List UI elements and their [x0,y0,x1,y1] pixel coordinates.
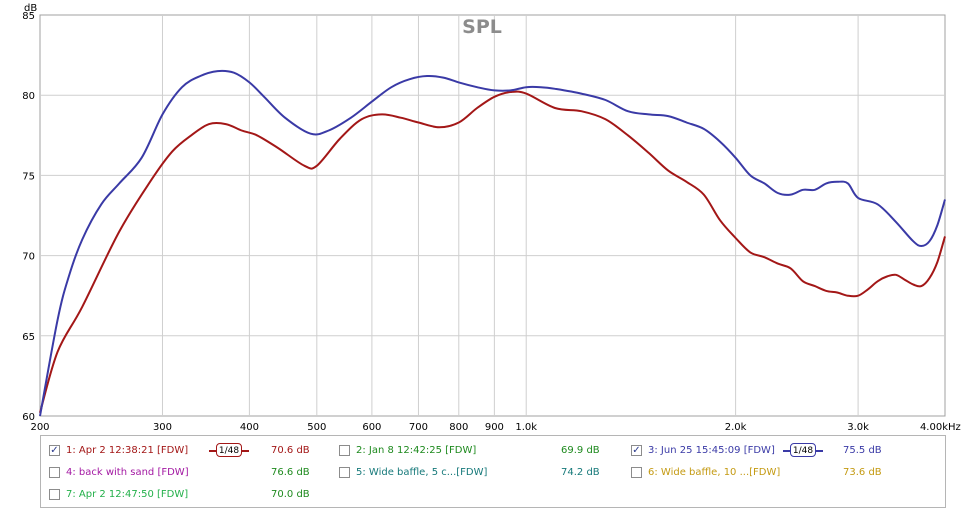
y-tick-label: 60 [22,412,35,423]
legend-checkbox[interactable] [49,467,60,478]
legend-item: 6: Wide baffle, 10 ...[FDW] 73.6 dB [631,464,911,482]
legend-value: 74.2 dB [561,467,600,478]
y-tick-label: 70 [22,252,35,263]
x-tick-label: 300 [153,422,172,433]
legend-value: 70.0 dB [271,489,310,500]
y-tick-label: 80 [22,91,35,102]
legend-value: 76.6 dB [271,467,310,478]
x-tick-label: 4.00k [920,422,948,433]
y-tick-labels: 60 65 70 75 80 85 [22,11,35,423]
legend-checkbox[interactable]: ✓ [49,445,60,456]
legend-name: 6: Wide baffle, 10 ...[FDW] [648,467,781,478]
x-tick-label: 700 [409,422,428,433]
legend-name: 1: Apr 2 12:38:21 [FDW] [66,445,189,456]
x-tick-label: 3.0k [847,422,869,433]
legend-value: 73.6 dB [843,467,882,478]
y-tick-label: 85 [22,11,35,22]
legend-item: 5: Wide baffle, 5 c...[FDW] 74.2 dB [339,464,619,482]
x-tick-label: 600 [362,422,381,433]
series-line-2 [39,69,946,417]
legend-value: 70.6 dB [271,445,310,456]
series-group [39,69,946,417]
y-unit-label: dB [24,3,37,14]
series-line-1 [39,90,946,414]
legend-checkbox[interactable] [49,489,60,500]
spl-chart: 60 65 70 75 80 85 200 300 400 500 600 700 800 900 1.0… [22,3,961,433]
legend-checkbox[interactable] [339,467,350,478]
legend-checkbox[interactable]: ✓ [631,445,642,456]
x-tick-label: 500 [307,422,326,433]
legend-name: 5: Wide baffle, 5 c...[FDW] [356,467,488,478]
x-tick-label: 2.0k [725,422,747,433]
legend-smoothing-swatch[interactable]: 1/48 [783,443,823,459]
x-unit-label: Hz [948,422,961,433]
legend-name: 4: back with sand [FDW] [66,467,189,478]
legend-checkbox[interactable] [631,467,642,478]
legend-panel: ✓ 1: Apr 2 12:38:21 [FDW] 1/48 70.6 dB 2: Ja… [40,435,946,508]
y-tick-label: 65 [22,332,35,343]
plot-area [39,14,946,417]
legend-checkbox[interactable] [339,445,350,456]
legend-item: ✓ 1: Apr 2 12:38:21 [FDW] 1/48 70.6 dB [49,442,329,460]
legend-item: 2: Jan 8 12:42:25 [FDW] 69.9 dB [339,442,619,460]
x-tick-labels: 200 300 400 500 600 700 800 900 1.0k 2.0k 3.0k 4.00… [30,422,948,433]
legend-name: 3: Jun 25 15:45:09 [FDW] [648,445,775,456]
smoothing-label: 1/48 [790,443,816,457]
legend-item: 7: Apr 2 12:47:50 [FDW] 70.0 dB [49,486,329,504]
legend-item: ✓ 3: Jun 25 15:45:09 [FDW] 1/48 75.5 dB [631,442,911,460]
x-tick-label: 400 [240,422,259,433]
x-tick-label: 200 [30,422,49,433]
legend-smoothing-swatch[interactable]: 1/48 [209,443,249,459]
legend-name: 7: Apr 2 12:47:50 [FDW] [66,489,189,500]
legend-value: 69.9 dB [561,445,600,456]
smoothing-label: 1/48 [216,443,242,457]
legend-name: 2: Jan 8 12:42:25 [FDW] [356,445,477,456]
legend-item: 4: back with sand [FDW] 76.6 dB [49,464,329,482]
y-tick-label: 75 [22,171,35,182]
x-tick-label: 900 [485,422,504,433]
chart-title: SPL [462,16,502,38]
x-tick-label: 800 [449,422,468,433]
legend-value: 75.5 dB [843,445,882,456]
x-tick-label: 1.0k [515,422,537,433]
